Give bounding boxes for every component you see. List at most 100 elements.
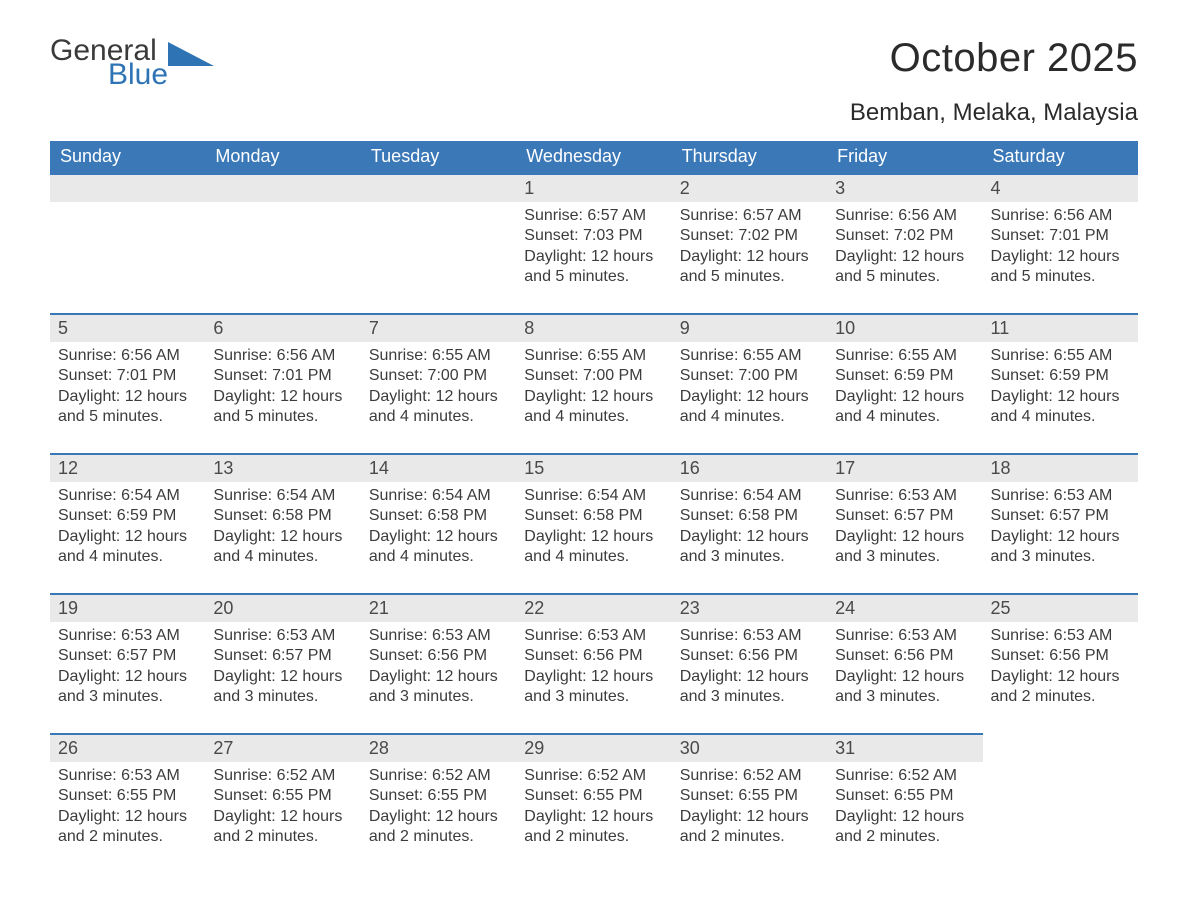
sunrise-text: Sunrise: 6:53 AM xyxy=(58,626,197,646)
daylight-text: Daylight: 12 hours and 4 minutes. xyxy=(524,527,663,568)
daylight-text: Daylight: 12 hours and 2 minutes. xyxy=(369,807,508,848)
daylight-text: Daylight: 12 hours and 5 minutes. xyxy=(835,247,974,288)
daylight-text: Daylight: 12 hours and 3 minutes. xyxy=(213,667,352,708)
calendar-cell: 1Sunrise: 6:57 AMSunset: 7:03 PMDaylight… xyxy=(516,173,671,313)
daylight-text: Daylight: 12 hours and 3 minutes. xyxy=(991,527,1130,568)
calendar-cell: 20Sunrise: 6:53 AMSunset: 6:57 PMDayligh… xyxy=(205,593,360,733)
sunset-text: Sunset: 6:55 PM xyxy=(58,786,197,806)
sunrise-text: Sunrise: 6:52 AM xyxy=(680,766,819,786)
sunrise-text: Sunrise: 6:55 AM xyxy=(369,346,508,366)
sunrise-text: Sunrise: 6:54 AM xyxy=(213,486,352,506)
day-number: 3 xyxy=(827,175,982,202)
sunrise-text: Sunrise: 6:54 AM xyxy=(58,486,197,506)
daylight-text: Daylight: 12 hours and 4 minutes. xyxy=(369,527,508,568)
sunset-text: Sunset: 7:01 PM xyxy=(213,366,352,386)
day-number: 20 xyxy=(205,595,360,622)
sunset-text: Sunset: 7:02 PM xyxy=(680,226,819,246)
sunrise-text: Sunrise: 6:56 AM xyxy=(991,206,1130,226)
sunset-text: Sunset: 7:00 PM xyxy=(369,366,508,386)
day-details: Sunrise: 6:53 AMSunset: 6:56 PMDaylight:… xyxy=(361,622,516,714)
sunrise-text: Sunrise: 6:53 AM xyxy=(991,626,1130,646)
calendar-row: 1Sunrise: 6:57 AMSunset: 7:03 PMDaylight… xyxy=(50,173,1138,313)
calendar-cell: 27Sunrise: 6:52 AMSunset: 6:55 PMDayligh… xyxy=(205,733,360,873)
day-details: Sunrise: 6:52 AMSunset: 6:55 PMDaylight:… xyxy=(516,762,671,854)
weekday-header: Thursday xyxy=(672,141,827,173)
calendar-cell: 8Sunrise: 6:55 AMSunset: 7:00 PMDaylight… xyxy=(516,313,671,453)
weekday-header: Wednesday xyxy=(516,141,671,173)
day-details: Sunrise: 6:56 AMSunset: 7:01 PMDaylight:… xyxy=(205,342,360,434)
daylight-text: Daylight: 12 hours and 2 minutes. xyxy=(680,807,819,848)
daylight-text: Daylight: 12 hours and 2 minutes. xyxy=(835,807,974,848)
daylight-text: Daylight: 12 hours and 4 minutes. xyxy=(524,387,663,428)
day-details: Sunrise: 6:52 AMSunset: 6:55 PMDaylight:… xyxy=(205,762,360,854)
sunset-text: Sunset: 6:57 PM xyxy=(991,506,1130,526)
day-details: Sunrise: 6:55 AMSunset: 7:00 PMDaylight:… xyxy=(516,342,671,434)
sunrise-text: Sunrise: 6:52 AM xyxy=(835,766,974,786)
calendar-cell: 18Sunrise: 6:53 AMSunset: 6:57 PMDayligh… xyxy=(983,453,1138,593)
sunrise-text: Sunrise: 6:53 AM xyxy=(680,626,819,646)
daylight-text: Daylight: 12 hours and 3 minutes. xyxy=(524,667,663,708)
day-number: 23 xyxy=(672,595,827,622)
calendar-cell: 12Sunrise: 6:54 AMSunset: 6:59 PMDayligh… xyxy=(50,453,205,593)
calendar-cell: 21Sunrise: 6:53 AMSunset: 6:56 PMDayligh… xyxy=(361,593,516,733)
daylight-text: Daylight: 12 hours and 5 minutes. xyxy=(58,387,197,428)
day-details: Sunrise: 6:55 AMSunset: 6:59 PMDaylight:… xyxy=(827,342,982,434)
daylight-text: Daylight: 12 hours and 4 minutes. xyxy=(369,387,508,428)
sunset-text: Sunset: 7:02 PM xyxy=(835,226,974,246)
weekday-header-row: Sunday Monday Tuesday Wednesday Thursday… xyxy=(50,141,1138,173)
calendar-cell: 13 Sunrise: 6:54 AMSunset: 6:58 PMDayligh… xyxy=(205,453,360,593)
calendar-cell: 2Sunrise: 6:57 AMSunset: 7:02 PMDaylight… xyxy=(672,173,827,313)
calendar-cell: 5Sunrise: 6:56 AMSunset: 7:01 PMDaylight… xyxy=(50,313,205,453)
daylight-text: Daylight: 12 hours and 4 minutes. xyxy=(213,527,352,568)
calendar-row: 12Sunrise: 6:54 AMSunset: 6:59 PMDayligh… xyxy=(50,453,1138,593)
sunrise-text: Sunrise: 6:53 AM xyxy=(369,626,508,646)
calendar-row: 26Sunrise: 6:53 AMSunset: 6:55 PMDayligh… xyxy=(50,733,1138,873)
sunset-text: Sunset: 6:58 PM xyxy=(213,506,352,526)
day-details: Sunrise: 6:54 AMSunset: 6:58 PMDaylight:… xyxy=(516,482,671,574)
day-number: 7 xyxy=(361,315,516,342)
calendar-cell: 9Sunrise: 6:55 AMSunset: 7:00 PMDaylight… xyxy=(672,313,827,453)
sunset-text: Sunset: 6:56 PM xyxy=(835,646,974,666)
day-number: 31 xyxy=(827,735,982,762)
day-details: Sunrise: 6:52 AMSunset: 6:55 PMDaylight:… xyxy=(361,762,516,854)
daylight-text: Daylight: 12 hours and 2 minutes. xyxy=(58,807,197,848)
sunset-text: Sunset: 7:00 PM xyxy=(524,366,663,386)
calendar-cell: 6Sunrise: 6:56 AMSunset: 7:01 PMDaylight… xyxy=(205,313,360,453)
day-details: Sunrise: 6:56 AMSunset: 7:01 PMDaylight:… xyxy=(983,202,1138,294)
calendar-cell: 28Sunrise: 6:52 AMSunset: 6:55 PMDayligh… xyxy=(361,733,516,873)
sunrise-text: Sunrise: 6:55 AM xyxy=(835,346,974,366)
day-number: 18 xyxy=(983,455,1138,482)
sunrise-text: Sunrise: 6:56 AM xyxy=(58,346,197,366)
day-details: Sunrise: 6:53 AMSunset: 6:56 PMDaylight:… xyxy=(516,622,671,714)
daylight-text: Daylight: 12 hours and 3 minutes. xyxy=(680,527,819,568)
day-details: Sunrise: 6:53 AMSunset: 6:55 PMDaylight:… xyxy=(50,762,205,854)
calendar-cell: 26Sunrise: 6:53 AMSunset: 6:55 PMDayligh… xyxy=(50,733,205,873)
logo-word-2: Blue xyxy=(108,60,168,90)
daylight-text: Daylight: 12 hours and 5 minutes. xyxy=(991,247,1130,288)
calendar-cell: 29Sunrise: 6:52 AMSunset: 6:55 PMDayligh… xyxy=(516,733,671,873)
day-details: Sunrise: 6:56 AMSunset: 7:01 PMDaylight:… xyxy=(50,342,205,434)
calendar-cell: 16Sunrise: 6:54 AMSunset: 6:58 PMDayligh… xyxy=(672,453,827,593)
weekday-header: Friday xyxy=(827,141,982,173)
calendar-row: 5Sunrise: 6:56 AMSunset: 7:01 PMDaylight… xyxy=(50,313,1138,453)
header-row: General Blue October 2025 Bemban, Melaka… xyxy=(50,36,1138,127)
day-number: 5 xyxy=(50,315,205,342)
weekday-header: Tuesday xyxy=(361,141,516,173)
sunset-text: Sunset: 6:55 PM xyxy=(369,786,508,806)
day-number: 21 xyxy=(361,595,516,622)
day-details: Sunrise: 6:54 AMSunset: 6:58 PMDaylight:… xyxy=(672,482,827,574)
day-number: 13 xyxy=(205,455,360,482)
sunrise-text: Sunrise: 6:53 AM xyxy=(835,626,974,646)
sunset-text: Sunset: 6:56 PM xyxy=(369,646,508,666)
sunset-text: Sunset: 6:58 PM xyxy=(369,506,508,526)
sunrise-text: Sunrise: 6:57 AM xyxy=(680,206,819,226)
weekday-header: Sunday xyxy=(50,141,205,173)
day-details: Sunrise: 6:57 AMSunset: 7:02 PMDaylight:… xyxy=(672,202,827,294)
calendar-cell: 25Sunrise: 6:53 AMSunset: 6:56 PMDayligh… xyxy=(983,593,1138,733)
day-details: Sunrise: 6:55 AMSunset: 6:59 PMDaylight:… xyxy=(983,342,1138,434)
day-number: 4 xyxy=(983,175,1138,202)
calendar-cell xyxy=(983,733,1138,873)
sunrise-text: Sunrise: 6:55 AM xyxy=(524,346,663,366)
sunset-text: Sunset: 6:56 PM xyxy=(524,646,663,666)
sunrise-text: Sunrise: 6:53 AM xyxy=(524,626,663,646)
